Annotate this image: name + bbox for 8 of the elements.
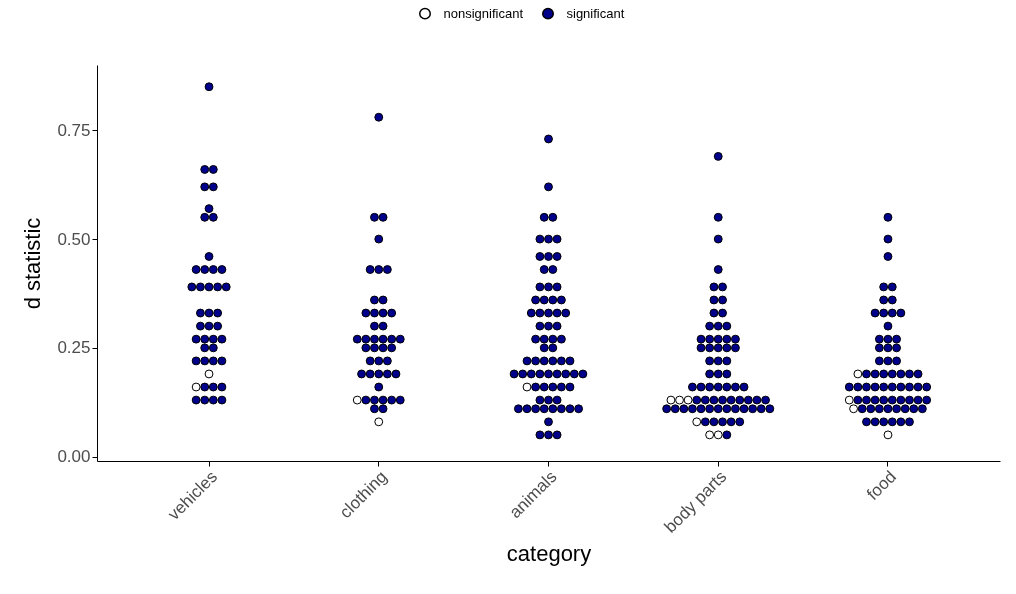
legend-label: significant [566,5,625,21]
y-tick-label: 0.00 [57,447,91,467]
legend-label: nonsignificant [443,5,524,21]
y-tick-label: 0.75 [57,120,91,140]
y-tick-label: 0.50 [57,229,91,249]
y-tick-label: 0.25 [57,338,91,358]
y-axis-title: d statistic [20,217,46,310]
x-axis-title: category [506,540,592,566]
